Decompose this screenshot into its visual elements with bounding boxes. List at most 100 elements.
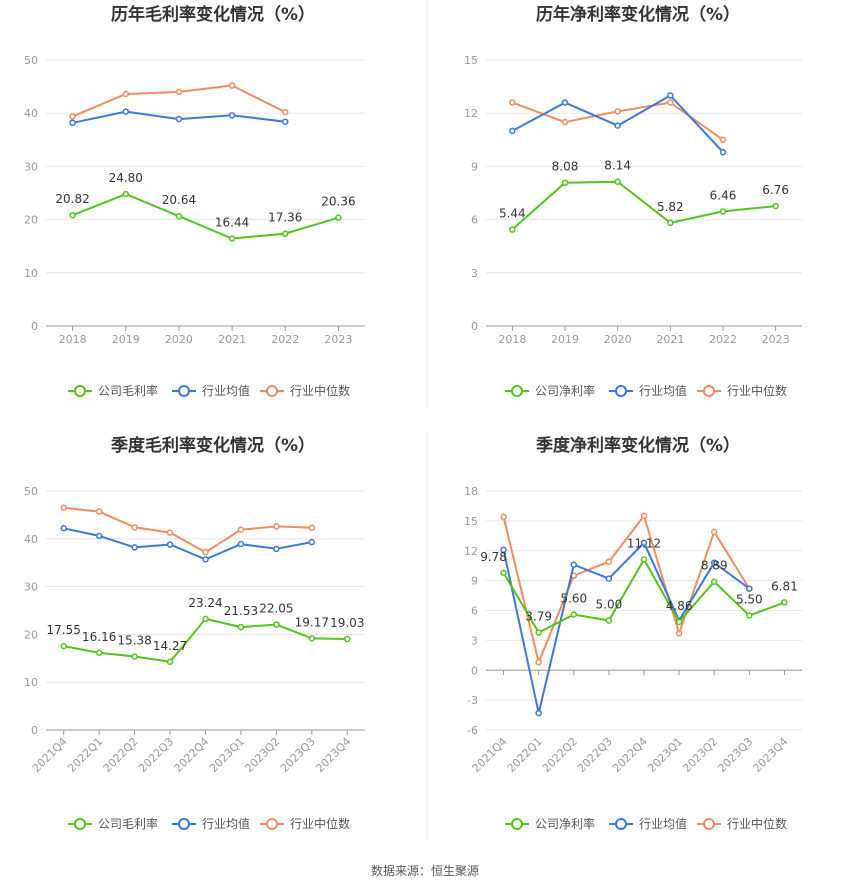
x-tick-label: 2022	[709, 333, 737, 346]
data-label: 3.79	[525, 610, 552, 624]
x-tick-label: 2023Q3	[278, 735, 318, 775]
data-point	[561, 99, 569, 106]
data-point	[69, 113, 76, 120]
data-label: 5.82	[657, 200, 684, 214]
data-label: 5.50	[736, 592, 763, 606]
x-tick-label: 2022	[271, 333, 299, 346]
x-tick-label: 2023Q1	[645, 735, 685, 775]
chart-panel-2: 历年净利率变化情况（%） 0 3 6 9 12 15 2018 2019 2020 2021 2022…	[464, 4, 802, 398]
y-tick-label: 0	[471, 320, 478, 333]
legend-item: 公司毛利率	[68, 816, 158, 831]
y-tick-label: 20	[24, 214, 38, 227]
legend-label: 公司毛利率	[98, 816, 158, 831]
legend-swatch-marker	[266, 818, 278, 830]
y-tick-label: 30	[24, 160, 38, 173]
legend-label: 行业中位数	[727, 383, 787, 398]
legend-item: 行业均值	[172, 383, 250, 398]
x-tick-label: 2021Q4	[30, 735, 70, 775]
data-point	[95, 532, 103, 540]
data-point	[509, 127, 516, 135]
y-tick-label: 15	[464, 54, 478, 67]
legend-label: 行业均值	[202, 816, 250, 831]
data-label: 22.05	[259, 602, 293, 616]
data-point	[746, 612, 753, 619]
y-tick-label: -3	[467, 694, 478, 707]
data-point	[282, 118, 289, 125]
chart-title: 历年净利率变化情况（%）	[536, 4, 740, 25]
y-tick-label: 50	[24, 485, 38, 498]
data-point	[605, 575, 613, 582]
data-point	[614, 178, 621, 185]
data-label: 17.55	[47, 623, 81, 637]
data-label: 20.82	[55, 192, 89, 206]
chart-title: 季度毛利率变化情况（%）	[111, 435, 315, 456]
x-tick-label: 2021	[218, 333, 246, 346]
data-label: 8.14	[604, 159, 631, 173]
legend-swatch-marker	[615, 385, 627, 397]
y-tick-label: 0	[31, 320, 38, 333]
data-point	[131, 653, 138, 660]
data-point	[667, 99, 674, 106]
series-line	[502, 541, 750, 714]
legend-label: 公司毛利率	[98, 383, 158, 398]
chart-title: 历年毛利率变化情况（%）	[111, 4, 315, 25]
legend-item: 行业均值	[609, 816, 687, 831]
data-point	[605, 558, 613, 565]
data-point	[202, 556, 209, 563]
data-point	[710, 578, 718, 585]
y-tick-label: 12	[464, 107, 478, 120]
x-tick-label: 2019	[551, 333, 579, 346]
data-point	[344, 635, 351, 643]
data-point	[675, 618, 683, 626]
x-tick-label: 2023	[762, 333, 790, 346]
data-point	[675, 630, 683, 637]
x-tick-label: 2022Q2	[540, 735, 580, 775]
data-point	[570, 561, 578, 568]
data-point	[228, 235, 236, 242]
data-point	[710, 528, 718, 536]
chart-panel-1: 历年毛利率变化情况（%） 0 10 20 30 40 50 2018 2019 2020 2021 2…	[24, 4, 365, 398]
data-label: 20.64	[162, 193, 196, 207]
legend-label: 行业中位数	[290, 383, 350, 398]
data-label: 24.80	[109, 171, 143, 185]
data-point	[308, 538, 316, 546]
data-point	[60, 525, 67, 532]
data-point	[175, 88, 183, 96]
y-tick-label: 10	[24, 676, 38, 689]
data-point	[308, 524, 316, 532]
data-point	[237, 540, 245, 548]
series-line	[63, 506, 312, 554]
legend-swatch-marker	[703, 818, 715, 830]
data-point	[122, 108, 129, 115]
x-tick-label: 2022Q1	[505, 735, 545, 775]
data-point	[710, 559, 718, 566]
data-label: 8.89	[701, 559, 728, 573]
data-label: 17.36	[268, 211, 302, 225]
legend-swatch-marker	[615, 818, 627, 830]
data-point	[667, 92, 674, 99]
data-point	[237, 526, 245, 533]
data-point	[95, 508, 103, 515]
data-point	[273, 621, 280, 628]
data-point	[509, 226, 516, 233]
data-point	[122, 190, 129, 198]
legend-item: 行业均值	[172, 816, 250, 831]
data-label: 19.17	[295, 615, 329, 629]
data-point	[282, 108, 289, 116]
data-point	[228, 82, 236, 89]
data-point	[335, 214, 342, 221]
x-tick-label: 2023Q4	[313, 735, 353, 775]
series-line	[511, 180, 776, 231]
data-label: 15.38	[117, 633, 151, 647]
legend-swatch-marker	[266, 385, 278, 397]
legend-item: 公司净利率	[505, 816, 595, 831]
y-tick-label: 30	[24, 581, 38, 594]
data-point	[175, 212, 183, 220]
x-tick-label: 2022Q3	[136, 735, 176, 775]
legend-item: 行业中位数	[697, 383, 787, 398]
y-tick-label: 12	[464, 545, 478, 558]
data-point	[95, 649, 103, 657]
x-tick-label: 2023Q2	[242, 735, 282, 775]
legend-swatch-marker	[703, 385, 715, 397]
series-line	[63, 527, 312, 561]
